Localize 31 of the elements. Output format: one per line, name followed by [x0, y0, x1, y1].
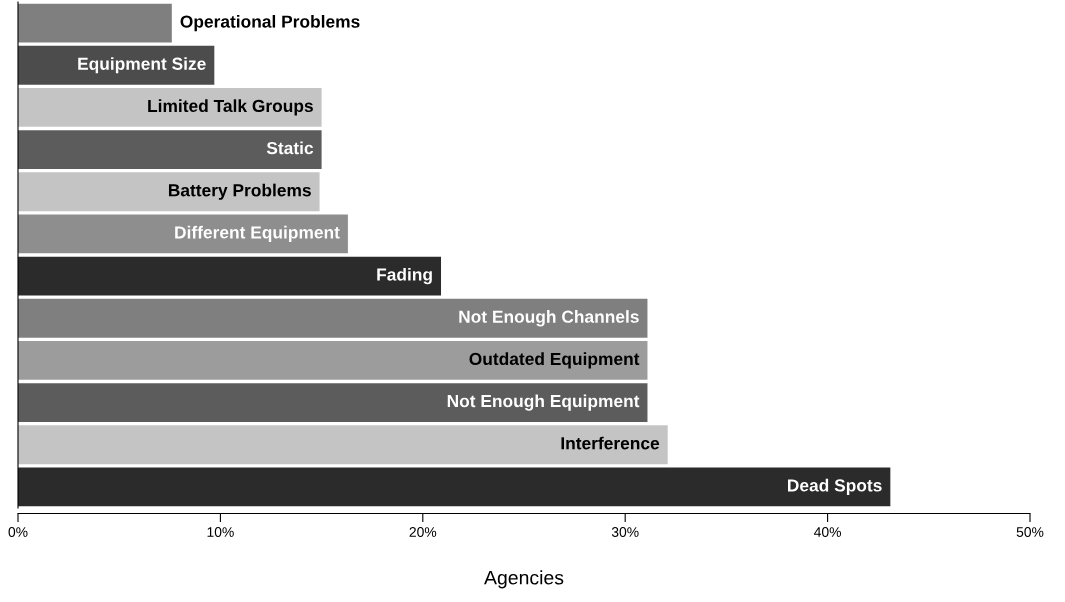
bar: [18, 298, 648, 338]
bar: [18, 467, 891, 507]
y-tick-label: Dead Spots: [788, 478, 882, 496]
y-tick-label: Outdated Equipment: [469, 352, 640, 369]
y-tick-label: Interference: [561, 436, 660, 450]
x-tick-label: 10%: [207, 527, 234, 537]
x-tick-label: 50%: [1016, 527, 1044, 537]
x-axis-title: Agencies: [484, 570, 564, 589]
bar: [18, 425, 668, 465]
bar: [18, 214, 348, 254]
y-tick-label: Different Equipment: [175, 225, 340, 243]
y-tick-label: Limited Talk Groups: [148, 99, 313, 116]
x-tick-label: 30%: [611, 527, 639, 537]
bar: [18, 341, 648, 380]
bar: [18, 88, 322, 127]
y-tick-label: Operational Problems: [180, 14, 360, 32]
x-tick-label: 0%: [8, 527, 28, 537]
bar: [18, 45, 215, 85]
bar: [18, 172, 320, 212]
bar: [18, 256, 442, 296]
y-tick-label: Not Enough Channels: [459, 310, 639, 327]
y-tick-label: Static: [266, 141, 314, 155]
y-tick-label: Fading: [377, 267, 432, 285]
x-tick-label: 20%: [409, 527, 437, 537]
y-tick-label: Equipment Size: [78, 57, 206, 74]
y-tick-label: Not Enough Equipment: [447, 394, 640, 411]
y-tick-label: Battery Problems: [168, 183, 311, 200]
bar: [18, 130, 322, 169]
x-tick-label: 40%: [814, 527, 842, 537]
bar: [18, 3, 172, 43]
bar: [18, 383, 648, 422]
